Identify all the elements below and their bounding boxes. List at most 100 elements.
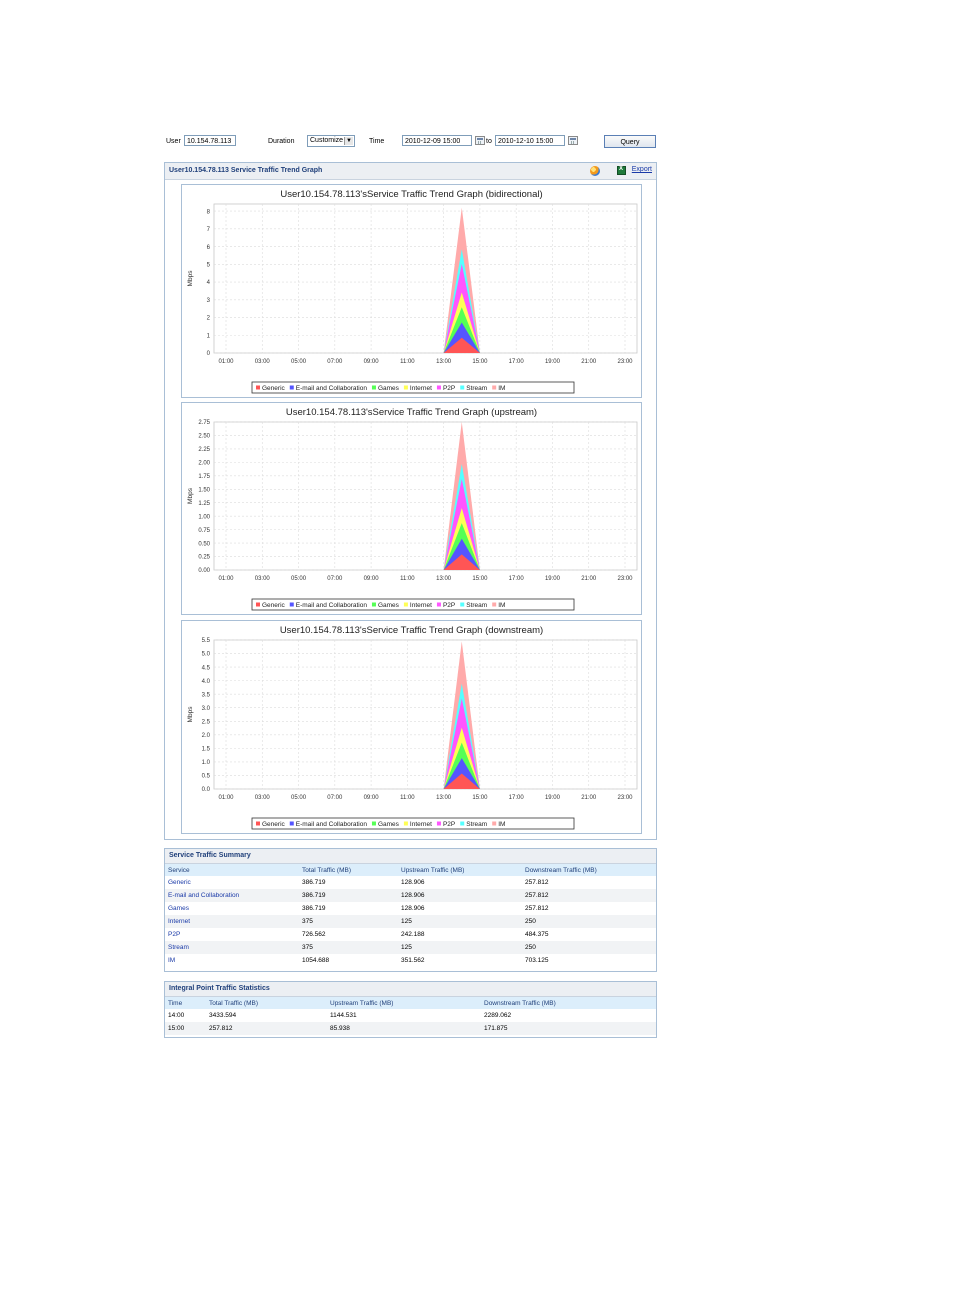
y-tick-label: 6 xyxy=(207,245,211,251)
column-header[interactable]: Time xyxy=(165,997,206,1009)
chart-title: User10.154.78.113'sService Traffic Trend… xyxy=(280,625,543,636)
column-header[interactable]: Upstream Traffic (MB) xyxy=(398,864,522,876)
x-tick-label: 09:00 xyxy=(364,359,380,365)
legend-label: Stream xyxy=(466,385,487,392)
calendar-icon[interactable] xyxy=(475,136,485,145)
value-cell: 250 xyxy=(522,941,656,954)
y-tick-label: 2.00 xyxy=(198,461,210,467)
service-link[interactable]: Internet xyxy=(168,918,191,925)
chart-title: User10.154.78.113'sService Traffic Trend… xyxy=(280,189,542,200)
row-label-cell: 15:00 xyxy=(165,1022,206,1035)
y-tick-label: 1.0 xyxy=(202,760,211,766)
service-link[interactable]: Stream xyxy=(168,944,189,951)
legend-label: Games xyxy=(378,821,400,828)
x-tick-label: 01:00 xyxy=(218,795,234,801)
legend-label: E-mail and Collaboration xyxy=(296,385,368,392)
legend-swatch xyxy=(289,821,294,826)
series-area-e-mail-and-collaboration xyxy=(443,758,480,789)
value-cell: 484.375 xyxy=(525,931,549,938)
time-from-input[interactable]: 2010-12-09 15:00 xyxy=(402,135,472,146)
x-tick-label: 05:00 xyxy=(291,795,307,801)
legend-swatch xyxy=(436,385,441,390)
x-tick-label: 19:00 xyxy=(545,576,561,582)
column-header[interactable]: Upstream Traffic (MB) xyxy=(327,997,481,1009)
service-link[interactable]: Generic xyxy=(168,879,191,886)
x-tick-label: 01:00 xyxy=(218,359,234,365)
legend-label: Stream xyxy=(466,602,487,609)
chart-type-icon[interactable] xyxy=(590,166,600,176)
plot-area xyxy=(213,203,638,354)
query-button[interactable]: Query xyxy=(604,135,656,148)
y-tick-label: 1.50 xyxy=(198,487,210,493)
y-tick-label: 0 xyxy=(207,351,211,357)
plot-area xyxy=(213,421,638,571)
legend-swatch xyxy=(492,821,497,826)
column-header[interactable]: Total Traffic (MB) xyxy=(206,997,327,1009)
x-tick-label: 01:00 xyxy=(218,576,234,582)
legend: Generic E-mail and Collaboration Games Inte… xyxy=(256,821,505,828)
row-label-cell: Stream xyxy=(165,941,299,954)
chart-bidirectional: User10.154.78.113'sService Traffic Trend… xyxy=(181,184,642,398)
legend-swatch xyxy=(492,602,497,607)
x-tick-label: 21:00 xyxy=(581,576,597,582)
legend-label: E-mail and Collaboration xyxy=(296,821,368,828)
service-link[interactable]: E-mail and Collaboration xyxy=(168,892,240,899)
row-label-cell: Generic xyxy=(165,876,299,889)
service-link[interactable]: Games xyxy=(168,905,189,912)
y-tick-label: 5 xyxy=(207,263,211,269)
service-link[interactable]: IM xyxy=(168,957,176,964)
x-tick-label: 23:00 xyxy=(617,576,633,582)
duration-select[interactable]: Customize ▼ xyxy=(307,135,355,147)
legend-swatch xyxy=(256,385,260,390)
value-cell: 1054.688 xyxy=(302,957,330,964)
y-tick-label: 8 xyxy=(207,209,211,215)
integral-stats-panel: Integral Point Traffic Statistics Time T… xyxy=(164,981,657,1038)
column-header[interactable]: Downstream Traffic (MB) xyxy=(481,997,656,1009)
y-tick-label: 0.75 xyxy=(198,528,210,534)
panel-header: Service Traffic Summary xyxy=(165,849,656,864)
value-cell: 726.562 xyxy=(302,931,326,938)
user-input[interactable]: 10.154.78.113 xyxy=(184,135,236,146)
column-header[interactable]: Service xyxy=(165,864,299,876)
value-cell: 386.719 xyxy=(302,879,326,886)
integral-table: Time Total Traffic (MB) Upstream Traffic… xyxy=(165,997,656,1035)
value-cell: 703.125 xyxy=(525,957,549,964)
x-tick-label: 05:00 xyxy=(291,576,307,582)
table-row: E-mail and Collaboration 386.719 128.906 25… xyxy=(165,889,656,902)
x-tick-label: 21:00 xyxy=(581,795,597,801)
value-cell: 257.812 xyxy=(522,889,656,902)
excel-icon[interactable] xyxy=(617,166,626,175)
legend-swatch xyxy=(403,602,408,607)
x-tick-label: 23:00 xyxy=(617,359,633,365)
legend-swatch xyxy=(289,602,294,607)
row-label-cell: 14:00 xyxy=(168,1012,185,1019)
legend-label: Generic xyxy=(262,821,286,828)
export-link[interactable]: Export xyxy=(631,166,652,173)
legend-swatch xyxy=(492,385,497,390)
y-axis-label: Mbps xyxy=(187,706,194,723)
service-link[interactable]: P2P xyxy=(168,931,181,938)
legend-label: Generic xyxy=(262,385,286,392)
legend-label: E-mail and Collaboration xyxy=(296,602,368,609)
legend-swatch xyxy=(436,602,441,607)
x-tick-label: 17:00 xyxy=(509,359,525,365)
x-tick-label: 09:00 xyxy=(364,576,380,582)
column-header[interactable]: Total Traffic (MB) xyxy=(299,864,398,876)
y-tick-label: 0.50 xyxy=(198,541,210,547)
value-cell: 375 xyxy=(299,941,398,954)
table-row: Games 386.719 128.906 257.812 xyxy=(165,902,656,915)
time-to-input[interactable]: 2010-12-10 15:00 xyxy=(495,135,565,146)
table-header-row: Service Total Traffic (MB) Upstream Traf… xyxy=(165,864,656,876)
panel-title: User10.154.78.113 Service Traffic Trend … xyxy=(169,167,323,174)
column-header[interactable]: Downstream Traffic (MB) xyxy=(522,864,656,876)
legend-label: IM xyxy=(498,602,505,609)
chart-title: User10.154.78.113'sService Traffic Trend… xyxy=(286,407,537,418)
x-tick-label: 13:00 xyxy=(436,359,452,365)
value-cell: 257.812 xyxy=(525,905,549,912)
y-tick-label: 2 xyxy=(207,316,211,322)
chevron-down-icon: ▼ xyxy=(344,137,353,145)
calendar-icon[interactable] xyxy=(568,136,578,145)
row-label-cell: Games xyxy=(165,902,299,915)
legend-swatch xyxy=(460,602,465,607)
legend-swatch xyxy=(460,821,465,826)
